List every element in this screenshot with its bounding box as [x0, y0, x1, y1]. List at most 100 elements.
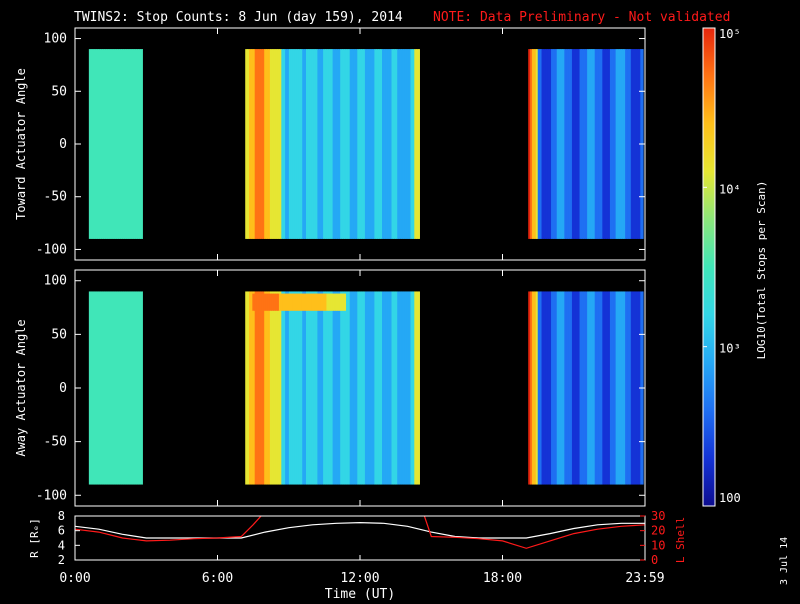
heatmap-cell [619, 291, 622, 485]
heatmap-cell [558, 291, 562, 485]
heatmap-cell [268, 49, 271, 239]
heatmap-cell [543, 49, 546, 239]
heatmap-cell [342, 291, 345, 485]
colorbar-tick-label: 10⁵ [719, 27, 741, 41]
heatmap-cell [271, 291, 275, 485]
heatmap-cell [123, 291, 126, 485]
heatmap-cell [552, 49, 556, 239]
y-tick-label: 50 [51, 327, 67, 342]
heatmap-cell [385, 49, 389, 239]
x-tick-label: 6:00 [202, 571, 233, 586]
heatmap-cell [262, 291, 265, 485]
heatmap-cell [404, 49, 408, 239]
heatmap-cell [259, 293, 263, 311]
heatmap-cell [590, 49, 594, 239]
heatmap-cell [568, 291, 571, 485]
heatmap-cell [266, 291, 269, 485]
heatmap-cell [98, 49, 101, 239]
heatmap-cell [349, 291, 353, 485]
heatmap-cell [547, 291, 550, 485]
left-y-axis-label: R [Rₑ] [28, 518, 41, 558]
heatmap-cell [342, 49, 345, 239]
left-y-tick-label: 6 [58, 524, 65, 538]
heatmap-cell [338, 49, 341, 239]
heatmap-cell [326, 293, 329, 311]
heatmap-cell [590, 291, 594, 485]
heatmap-cell [355, 49, 358, 239]
heatmap-cell [418, 49, 420, 239]
heatmap-cell [539, 291, 543, 485]
heatmap-cell [587, 49, 590, 239]
heatmap-cell [535, 49, 539, 239]
right-y-axis-label: L Shell [674, 517, 687, 563]
heatmap-cell [252, 49, 256, 239]
heatmap-cell [393, 291, 396, 485]
heatmap-cell [105, 49, 109, 239]
heatmap-cell [562, 49, 565, 239]
heatmap-cell [566, 49, 569, 239]
heatmap-cell [344, 291, 347, 485]
heatmap-cell [267, 293, 271, 311]
heatmap-cell [571, 291, 575, 485]
heatmap-cell [338, 291, 341, 485]
heatmap-cell [604, 291, 607, 485]
heatmap-cell [288, 291, 292, 485]
heatmap-cell [359, 291, 362, 485]
heatmap-cell [334, 291, 338, 485]
heatmap-cell [283, 291, 286, 485]
y-tick-label: 100 [44, 32, 67, 47]
y-tick-label: 50 [51, 84, 67, 99]
heatmap-cell [301, 293, 305, 311]
heatmap-cell [283, 49, 286, 239]
heatmap-cell [292, 293, 295, 311]
heatmap-cell [328, 291, 332, 485]
heatmap-cell [325, 49, 328, 239]
heatmap-cell [577, 49, 581, 239]
heatmap-cell [596, 49, 600, 239]
heatmap-cell [349, 49, 353, 239]
heatmap-cell [363, 49, 366, 239]
heatmap-cell [399, 291, 402, 485]
heatmap-cell [357, 291, 360, 485]
heatmap-cell [634, 49, 638, 239]
heatmap-cell [286, 293, 290, 311]
left-y-tick-label: 8 [58, 509, 65, 523]
heatmap-cell [554, 291, 558, 485]
heatmap-cell [254, 293, 257, 311]
heatmap-cell [340, 49, 343, 239]
heatmap-cell [300, 291, 303, 485]
heatmap-cell [609, 49, 613, 239]
right-y-tick-label: 10 [651, 538, 665, 552]
heatmap-cell [320, 293, 324, 311]
heatmap-cell [136, 49, 139, 239]
heatmap-cell [332, 291, 336, 485]
heatmap-cell [104, 291, 107, 485]
heatmap-cell [264, 49, 267, 239]
heatmap-cell [332, 293, 335, 311]
heatmap-cell [372, 49, 376, 239]
heatmap-cell [90, 49, 94, 239]
heatmap-cell [250, 49, 254, 239]
heatmap-cell [311, 293, 314, 311]
heatmap-cell [262, 49, 265, 239]
heatmap-cell [389, 49, 393, 239]
heatmap-cell [368, 291, 372, 485]
heatmap-cell [100, 291, 103, 485]
heatmap-cell [391, 49, 395, 239]
heatmap-cell [281, 49, 284, 239]
heatmap-cell [406, 291, 410, 485]
heatmap-cell [628, 291, 632, 485]
heatmap-cell [275, 49, 279, 239]
heatmap-cell [287, 49, 290, 239]
heatmap-cell [121, 49, 124, 239]
heatmap-cell [249, 49, 252, 239]
heatmap-cell [323, 49, 326, 239]
heatmap-cell [252, 293, 255, 311]
heatmap-cell [339, 293, 343, 311]
heatmap-cell [575, 291, 579, 485]
heatmap-cell [361, 49, 364, 239]
heatmap-cell [292, 291, 296, 485]
heatmap-cell [585, 49, 588, 239]
heatmap-cell [366, 49, 370, 239]
